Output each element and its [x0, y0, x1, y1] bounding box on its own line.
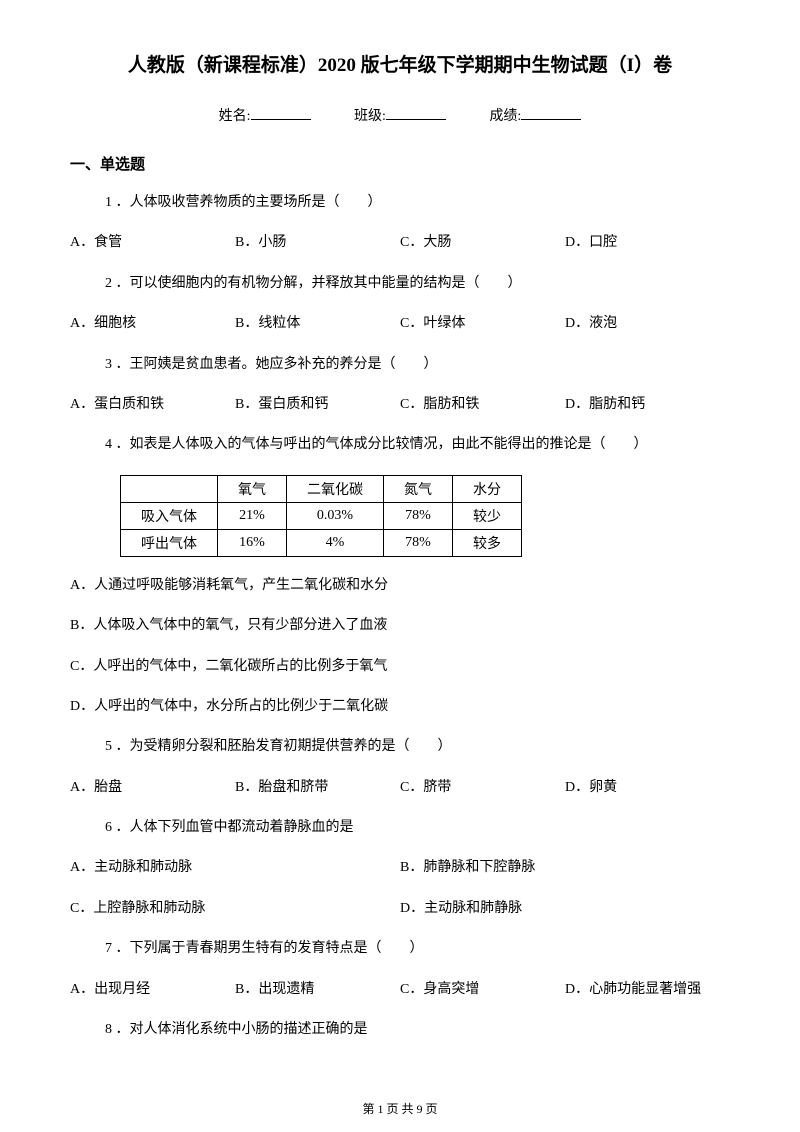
q6-optB: B．肺静脉和下腔静脉 — [400, 857, 730, 879]
student-info-row: 姓名: 班级: 成绩: — [70, 105, 730, 125]
question-4: 4 ．如表是人体吸入的气体与呼出的气体成分比较情况，由此不能得出的推论是（ ） — [70, 434, 730, 456]
q3-optC: C．脂肪和铁 — [400, 394, 565, 416]
q7-optC: C．身高突增 — [400, 979, 565, 1001]
q5-optB: B．胎盘和脐带 — [235, 777, 400, 799]
q4-optA: A．人通过呼吸能够消耗氧气，产生二氧化碳和水分 — [70, 575, 730, 597]
q3-optD: D．脂肪和钙 — [565, 394, 730, 416]
th-co2: 二氧化碳 — [287, 475, 384, 502]
th-empty — [121, 475, 218, 502]
q7-options: A．出现月经 B．出现遗精 C．身高突增 D．心肺功能显著增强 — [70, 979, 730, 1001]
td-inhale-co2: 0.03% — [287, 502, 384, 529]
question-2: 2 ．可以使细胞内的有机物分解，并释放其中能量的结构是（ ） — [70, 273, 730, 295]
q7-optA: A．出现月经 — [70, 979, 235, 1001]
td-exhale-n2: 78% — [384, 529, 453, 556]
td-exhale-label: 呼出气体 — [121, 529, 218, 556]
q6-options-row2: C．上腔静脉和肺动脉 D．主动脉和肺静脉 — [70, 898, 730, 920]
q2-options: A．细胞核 B．线粒体 C．叶绿体 D．液泡 — [70, 313, 730, 335]
name-label: 姓名: — [219, 109, 251, 124]
question-5: 5 ．为受精卵分裂和胚胎发育初期提供营养的是（ ） — [70, 736, 730, 758]
td-inhale-h2o: 较少 — [453, 502, 522, 529]
q3-options: A．蛋白质和铁 B．蛋白质和钙 C．脂肪和铁 D．脂肪和钙 — [70, 394, 730, 416]
td-exhale-o2: 16% — [218, 529, 287, 556]
q5-optC: C．脐带 — [400, 777, 565, 799]
q5-options: A．胎盘 B．胎盘和脐带 C．脐带 D．卵黄 — [70, 777, 730, 799]
gas-comparison-table: 氧气 二氧化碳 氮气 水分 吸入气体 21% 0.03% 78% 较少 呼出气体… — [120, 475, 522, 557]
table-row-inhale: 吸入气体 21% 0.03% 78% 较少 — [121, 502, 522, 529]
q1-options: A．食管 B．小肠 C．大肠 D．口腔 — [70, 232, 730, 254]
q4-optB: B．人体吸入气体中的氧气，只有少部分进入了血液 — [70, 615, 730, 637]
td-exhale-co2: 4% — [287, 529, 384, 556]
td-exhale-h2o: 较多 — [453, 529, 522, 556]
q7-optB: B．出现遗精 — [235, 979, 400, 1001]
score-blank[interactable] — [521, 119, 581, 120]
question-3: 3 ．王阿姨是贫血患者。她应多补充的养分是（ ） — [70, 354, 730, 376]
name-blank[interactable] — [251, 119, 311, 120]
q2-optA: A．细胞核 — [70, 313, 235, 335]
q5-optA: A．胎盘 — [70, 777, 235, 799]
q6-optA: A．主动脉和肺动脉 — [70, 857, 400, 879]
th-water: 水分 — [453, 475, 522, 502]
td-inhale-label: 吸入气体 — [121, 502, 218, 529]
table-row-exhale: 呼出气体 16% 4% 78% 较多 — [121, 529, 522, 556]
th-oxygen: 氧气 — [218, 475, 287, 502]
class-label: 班级: — [354, 109, 386, 124]
table-header-row: 氧气 二氧化碳 氮气 水分 — [121, 475, 522, 502]
q6-options-row1: A．主动脉和肺动脉 B．肺静脉和下腔静脉 — [70, 857, 730, 879]
q4-optC: C．人呼出的气体中，二氧化碳所占的比例多于氧气 — [70, 656, 730, 678]
q3-optA: A．蛋白质和铁 — [70, 394, 235, 416]
q1-optA: A．食管 — [70, 232, 235, 254]
q1-optD: D．口腔 — [565, 232, 730, 254]
q2-optC: C．叶绿体 — [400, 313, 565, 335]
td-inhale-n2: 78% — [384, 502, 453, 529]
q1-optB: B．小肠 — [235, 232, 400, 254]
page-footer: 第 1 页 共 9 页 — [0, 1100, 800, 1117]
q2-optB: B．线粒体 — [235, 313, 400, 335]
score-label: 成绩: — [489, 109, 521, 124]
th-nitrogen: 氮气 — [384, 475, 453, 502]
class-blank[interactable] — [386, 119, 446, 120]
question-7: 7 ．下列属于青春期男生特有的发育特点是（ ） — [70, 938, 730, 960]
section-header-1: 一、单选题 — [70, 153, 730, 174]
q5-optD: D．卵黄 — [565, 777, 730, 799]
q7-optD: D．心肺功能显著增强 — [565, 979, 730, 1001]
q3-optB: B．蛋白质和钙 — [235, 394, 400, 416]
question-1: 1 ．人体吸收营养物质的主要场所是（ ） — [70, 192, 730, 214]
q1-optC: C．大肠 — [400, 232, 565, 254]
q2-optD: D．液泡 — [565, 313, 730, 335]
q4-optD: D．人呼出的气体中，水分所占的比例少于二氧化碳 — [70, 696, 730, 718]
q6-optD: D．主动脉和肺静脉 — [400, 898, 730, 920]
exam-title: 人教版（新课程标准）2020 版七年级下学期期中生物试题（I）卷 — [70, 50, 730, 77]
td-inhale-o2: 21% — [218, 502, 287, 529]
q6-optC: C．上腔静脉和肺动脉 — [70, 898, 400, 920]
question-6: 6 ．人体下列血管中都流动着静脉血的是 — [70, 817, 730, 839]
question-8: 8 ．对人体消化系统中小肠的描述正确的是 — [70, 1019, 730, 1041]
